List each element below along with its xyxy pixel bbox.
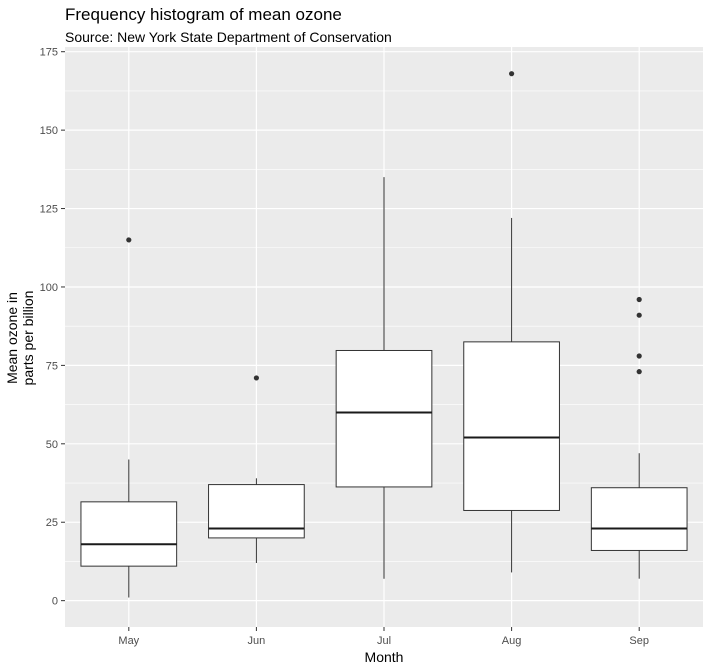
y-axis-title-line-1: Mean ozone in	[4, 292, 20, 384]
box-jul	[335, 177, 433, 579]
y-tick-label: 125	[40, 204, 58, 216]
box-iqr	[463, 341, 560, 511]
outlier-point	[636, 296, 642, 303]
outlier-point	[636, 369, 642, 375]
box-iqr	[80, 501, 178, 567]
y-tick-label: 50	[46, 439, 58, 451]
y-axis-title-line-2: parts per billion	[20, 291, 36, 386]
y-axis: 0 25 50 75 100 125 150 175	[40, 47, 65, 608]
box-sep	[590, 296, 688, 579]
x-tick-label: Aug	[502, 635, 522, 647]
box-series	[80, 71, 688, 598]
y-tick-label: 100	[40, 282, 58, 294]
outlier-point	[253, 375, 259, 381]
y-tick-label: 175	[40, 47, 58, 59]
outlier-point	[509, 71, 515, 77]
x-tick-label: Sep	[629, 635, 649, 647]
box-aug	[463, 71, 560, 573]
x-tick-label: Jul	[377, 635, 391, 647]
y-tick-label: 0	[52, 596, 58, 608]
x-axis: May Jun Jul Aug Sep	[118, 627, 649, 647]
box-iqr	[335, 349, 433, 488]
chart-subtitle: Source: New York State Department of Con…	[65, 29, 392, 45]
x-tick-label: Jun	[248, 635, 266, 647]
box-iqr	[590, 487, 688, 551]
chart-title: Frequency histogram of mean ozone	[65, 5, 342, 24]
outlier-point	[126, 237, 132, 243]
box-jun	[208, 375, 305, 564]
x-tick-label: May	[118, 635, 139, 647]
x-axis-title: Month	[365, 649, 404, 665]
y-tick-label: 150	[40, 125, 58, 137]
outlier-point	[636, 312, 642, 318]
y-tick-label: 25	[46, 517, 58, 529]
outlier-point	[636, 353, 642, 359]
box-may	[80, 237, 178, 598]
y-tick-label: 75	[46, 360, 58, 372]
box-iqr	[208, 484, 305, 539]
